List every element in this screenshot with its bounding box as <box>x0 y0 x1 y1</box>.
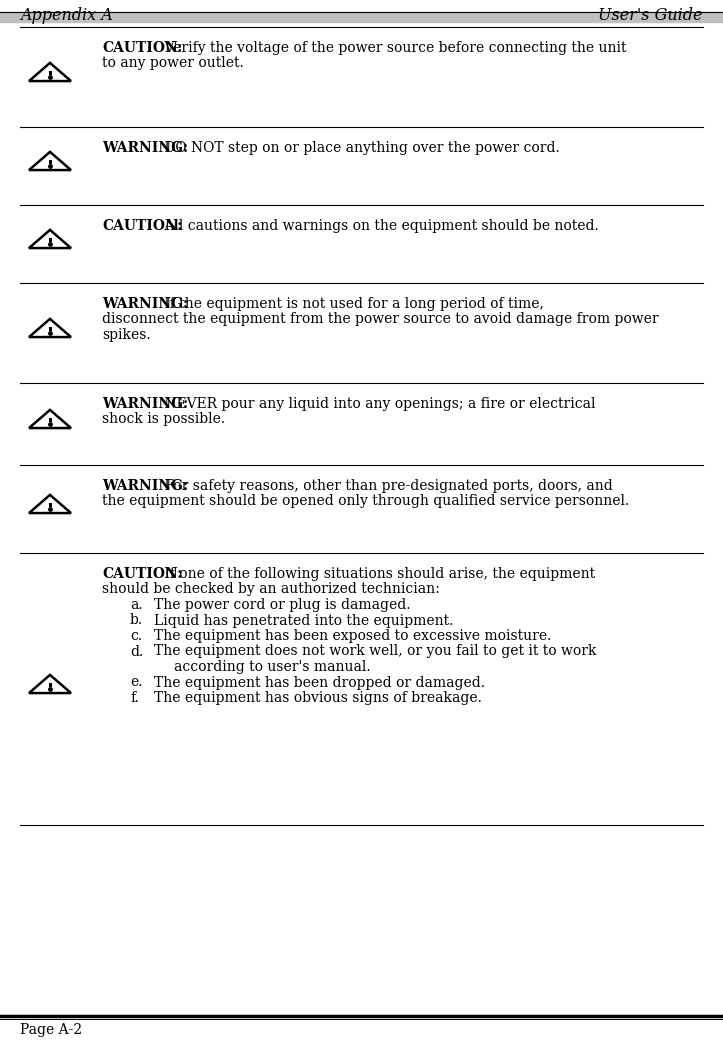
Text: WARNING:: WARNING: <box>102 297 188 311</box>
Text: the equipment should be opened only through qualified service personnel.: the equipment should be opened only thro… <box>102 494 629 509</box>
Text: The equipment has been dropped or damaged.: The equipment has been dropped or damage… <box>154 676 485 689</box>
Text: For safety reasons, other than pre-designated ports, doors, and: For safety reasons, other than pre-desig… <box>160 479 612 493</box>
Text: The equipment has been exposed to excessive moisture.: The equipment has been exposed to excess… <box>154 629 552 643</box>
Text: d.: d. <box>130 644 143 659</box>
Text: If the equipment is not used for a long period of time,: If the equipment is not used for a long … <box>160 297 544 311</box>
Text: should be checked by an authorized technician:: should be checked by an authorized techn… <box>102 582 440 597</box>
Text: The equipment does not work well, or you fail to get it to work: The equipment does not work well, or you… <box>154 644 596 659</box>
Text: WARNING:: WARNING: <box>102 141 188 155</box>
Text: disconnect the equipment from the power source to avoid damage from power: disconnect the equipment from the power … <box>102 313 659 326</box>
Text: NEVER pour any liquid into any openings; a fire or electrical: NEVER pour any liquid into any openings;… <box>160 397 595 411</box>
Text: according to user's manual.: according to user's manual. <box>174 660 371 675</box>
Text: The equipment has obvious signs of breakage.: The equipment has obvious signs of break… <box>154 691 482 705</box>
Text: to any power outlet.: to any power outlet. <box>102 57 244 70</box>
Text: User's Guide: User's Guide <box>599 7 703 24</box>
Text: Page A-2: Page A-2 <box>20 1023 82 1037</box>
Text: b.: b. <box>130 614 143 627</box>
Text: a.: a. <box>130 598 142 612</box>
Text: CAUTION:: CAUTION: <box>102 568 182 581</box>
Text: All cautions and warnings on the equipment should be noted.: All cautions and warnings on the equipme… <box>160 219 599 233</box>
Text: DO NOT step on or place anything over the power cord.: DO NOT step on or place anything over th… <box>160 141 560 155</box>
Text: If one of the following situations should arise, the equipment: If one of the following situations shoul… <box>160 568 595 581</box>
Text: e.: e. <box>130 676 142 689</box>
Text: shock is possible.: shock is possible. <box>102 412 225 427</box>
Text: Appendix A: Appendix A <box>20 7 113 24</box>
Text: CAUTION:: CAUTION: <box>102 41 182 55</box>
Text: c.: c. <box>130 629 142 643</box>
Text: The power cord or plug is damaged.: The power cord or plug is damaged. <box>154 598 411 612</box>
Bar <box>0 12 723 22</box>
Text: WARNING:: WARNING: <box>102 479 188 493</box>
Text: spikes.: spikes. <box>102 328 150 342</box>
Text: CAUTION:: CAUTION: <box>102 219 182 233</box>
Text: Liquid has penetrated into the equipment.: Liquid has penetrated into the equipment… <box>154 614 453 627</box>
Text: WARNING:: WARNING: <box>102 397 188 411</box>
Text: Verify the voltage of the power source before connecting the unit: Verify the voltage of the power source b… <box>160 41 626 55</box>
Text: f.: f. <box>130 691 139 705</box>
